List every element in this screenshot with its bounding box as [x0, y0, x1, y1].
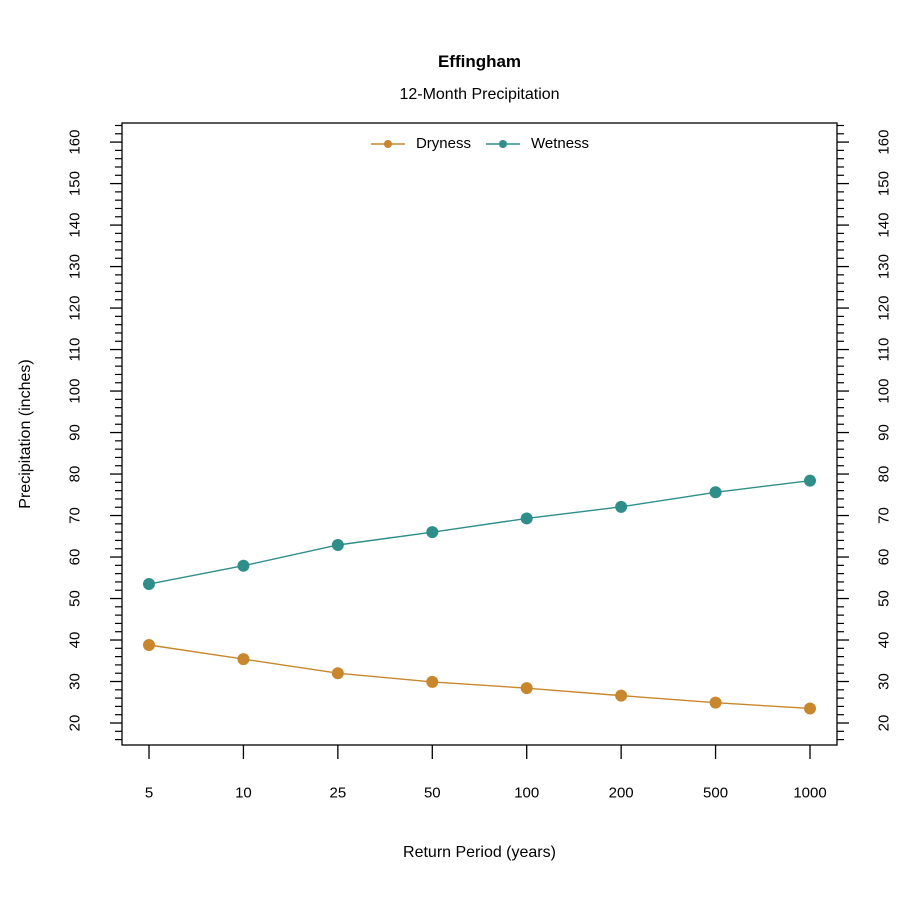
x-tick-label: 25 — [330, 785, 347, 802]
x-tick-label: 100 — [514, 785, 539, 802]
wetness-point — [615, 500, 628, 513]
y-tick-label-left: 60 — [67, 549, 84, 566]
dryness-point — [709, 696, 722, 709]
y-tick-label-right: 120 — [876, 296, 893, 321]
y-tick-label-right: 90 — [876, 424, 893, 441]
chart-title: Effingham — [437, 52, 522, 71]
dryness-point — [804, 702, 816, 715]
y-tick-label-left: 40 — [67, 632, 84, 649]
plot-border — [121, 122, 838, 746]
dryness-point — [331, 667, 344, 680]
wetness-point — [709, 486, 722, 499]
x-tick-label: 5 — [145, 785, 153, 802]
y-tick-label-right: 80 — [876, 466, 893, 483]
y-tick-label-left: 30 — [67, 673, 84, 690]
x-tick-label: 500 — [703, 785, 728, 802]
y-tick-label-right: 30 — [876, 673, 893, 690]
y-tick-label-left: 140 — [67, 213, 84, 238]
y-tick-label-left: 50 — [67, 590, 84, 607]
legend: Dryness Wetness — [370, 135, 590, 152]
dryness-point — [615, 689, 628, 702]
wetness-point — [331, 538, 344, 551]
y-tick-label-right: 100 — [876, 379, 893, 404]
x-tick-label: 50 — [424, 785, 441, 802]
dryness-point — [520, 682, 533, 695]
y-tick-label-left: 130 — [67, 254, 84, 279]
x-axis-title: Return Period (years) — [403, 844, 556, 861]
x-tick-label: 10 — [235, 785, 252, 802]
y-tick-label-left: 80 — [67, 466, 84, 483]
y-tick-label-right: 60 — [876, 549, 893, 566]
y-tick-label-left: 160 — [67, 130, 84, 155]
wetness-point — [520, 512, 533, 525]
y-tick-label-left: 110 — [67, 338, 84, 362]
y-tick-label-left: 120 — [67, 296, 84, 321]
y-tick-label-right: 50 — [876, 590, 893, 607]
y-tick-label-right: 70 — [876, 507, 893, 524]
dryness-point — [143, 638, 155, 651]
wetness-line — [148, 479, 811, 585]
chart-subtitle: 12-Month Precipitation — [399, 86, 560, 103]
y-tick-label-left: 70 — [67, 507, 84, 524]
dryness-point — [426, 675, 439, 688]
y-tick-label-left: 100 — [67, 379, 84, 404]
dryness-line — [148, 644, 811, 710]
y-tick-label-right: 40 — [876, 632, 893, 649]
wetness-point — [804, 474, 816, 487]
wetness-point — [143, 578, 155, 591]
dryness-point — [237, 653, 250, 666]
y-tick-label-left: 90 — [67, 424, 84, 441]
legend-item-dryness: Dryness — [370, 135, 471, 152]
dryness-marker-icon — [370, 139, 405, 148]
wetness-point — [426, 526, 439, 539]
x-tick-label: 1000 — [793, 785, 826, 802]
y-tick-label-right: 20 — [876, 715, 893, 732]
legend-item-wetness: Wetness — [485, 135, 590, 152]
legend-label-dryness: Dryness — [415, 135, 471, 152]
legend-label-wetness: Wetness — [530, 135, 590, 152]
y-tick-label-right: 150 — [876, 171, 893, 196]
wetness-point — [237, 559, 250, 572]
y-tick-label-left: 150 — [67, 171, 84, 196]
y-tick-label-right: 110 — [876, 338, 893, 362]
y-tick-label-left: 20 — [67, 715, 84, 732]
x-tick-label: 200 — [609, 785, 634, 802]
y-tick-label-right: 130 — [876, 254, 893, 279]
y-tick-label-right: 140 — [876, 213, 893, 238]
y-tick-label-right: 160 — [876, 130, 893, 155]
y-axis-title: Precipitation (inches) — [17, 359, 34, 509]
wetness-marker-icon — [485, 139, 520, 148]
